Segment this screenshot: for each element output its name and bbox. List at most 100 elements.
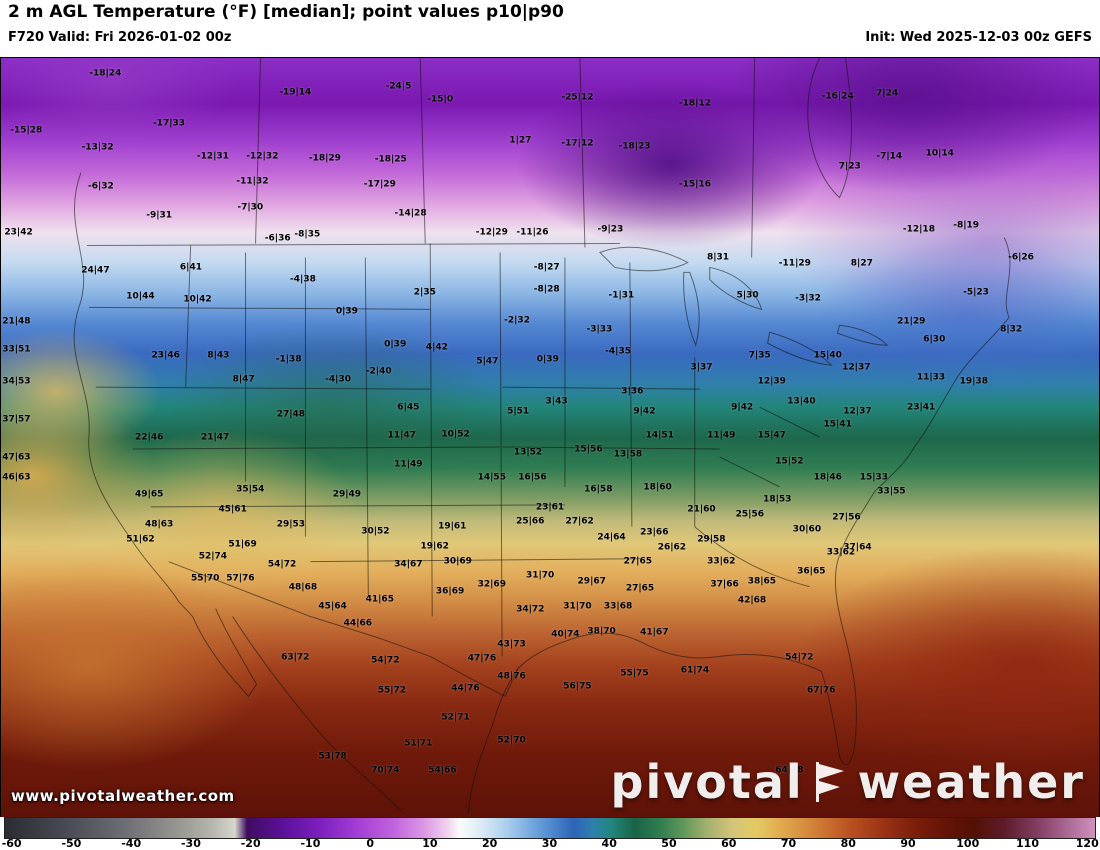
colorbar-tick-label: 120 — [1075, 837, 1099, 850]
map-title: 2 m AGL Temperature (°F) [median]; point… — [8, 2, 564, 22]
point-value: 11|49 — [394, 459, 423, 470]
point-value: 27|56 — [832, 512, 861, 523]
point-value: -17|33 — [152, 118, 186, 129]
colorbar-tick-label: -10 — [300, 837, 321, 850]
point-value: 21|60 — [687, 504, 716, 515]
point-value: 14|55 — [477, 472, 506, 483]
point-value: 37|57 — [2, 414, 31, 425]
point-value: 21|48 — [2, 316, 31, 327]
point-value: -1|38 — [275, 354, 302, 365]
valid-time-label: F720 Valid: Fri 2026-01-02 00z — [8, 30, 232, 45]
point-value: 10|42 — [183, 294, 212, 305]
point-value: 0|39 — [536, 354, 559, 365]
point-value: -14|28 — [394, 208, 427, 219]
point-value: 6|30 — [923, 334, 946, 345]
point-value: -11|26 — [516, 227, 549, 238]
point-value: 54|72 — [785, 652, 814, 663]
point-value: 13|58 — [613, 449, 643, 460]
colorbar-tick-label: -30 — [180, 837, 201, 850]
point-value: 0|39 — [335, 306, 358, 317]
point-value: -12|32 — [246, 151, 279, 162]
point-value: -8|35 — [294, 229, 321, 240]
point-value: -6|36 — [264, 233, 291, 244]
point-value: 18|53 — [763, 494, 792, 505]
point-value: -11|29 — [778, 258, 811, 269]
point-value: 15|56 — [574, 444, 603, 455]
point-value: -16|24 — [821, 91, 854, 102]
point-value: 31|70 — [525, 570, 555, 581]
point-value: 61|74 — [680, 665, 710, 676]
point-value: 8|47 — [232, 374, 255, 385]
point-value: 8|27 — [850, 258, 873, 269]
colorbar-tick-label: 90 — [900, 837, 916, 850]
point-value: -15|16 — [678, 179, 711, 190]
point-value: 51|62 — [126, 534, 155, 545]
point-value: 23|61 — [535, 502, 565, 513]
point-value: -5|23 — [963, 287, 989, 298]
colorbar-tick-label: 40 — [601, 837, 617, 850]
point-value: 44|66 — [343, 618, 373, 629]
point-value: 70|74 — [371, 765, 400, 776]
colorbar-tick-label: 60 — [721, 837, 737, 850]
point-value: 63|72 — [281, 652, 310, 663]
point-value: 12|37 — [843, 406, 872, 417]
point-value: 30|69 — [443, 556, 472, 567]
point-value: 46|63 — [2, 472, 31, 483]
colorbar-tick-label: 70 — [780, 837, 797, 850]
point-value: 48|76 — [497, 671, 526, 682]
point-value: 5|47 — [476, 356, 499, 367]
point-value: 27|65 — [623, 556, 652, 567]
point-value: 30|52 — [361, 526, 390, 537]
point-value: -13|32 — [81, 142, 114, 153]
point-value: 7|24 — [876, 88, 899, 99]
point-value: 29|49 — [332, 489, 362, 500]
point-value: 9|42 — [633, 406, 656, 417]
point-value: 12|37 — [842, 362, 871, 373]
watermark-brand: pivotal weather — [611, 755, 1085, 809]
point-value: 15|40 — [813, 350, 842, 361]
point-value: -8|19 — [953, 220, 980, 231]
point-value: -4|35 — [605, 346, 631, 357]
point-value: -12|18 — [902, 224, 935, 235]
point-value: -6|26 — [1008, 252, 1034, 263]
colorbar-tick-label: 10 — [422, 837, 438, 850]
point-value: 7|35 — [748, 350, 771, 361]
point-value: 23|66 — [640, 527, 669, 538]
point-value: 25|66 — [516, 516, 545, 527]
map-area: -18|24 -19|14 -24|5 -15|0 -25|12 -18|12 -16|24… — [0, 57, 1100, 818]
brand-word-right: weather — [857, 755, 1085, 809]
point-value: 37|64 — [843, 542, 872, 553]
point-value: -2|32 — [504, 315, 530, 326]
point-value: 23|42 — [4, 227, 33, 238]
point-value: -4|38 — [290, 274, 316, 285]
point-value: -7|30 — [237, 202, 264, 213]
point-value: 19|38 — [959, 376, 988, 387]
colorbar-tick-label: -40 — [121, 837, 142, 850]
colorbar-tick-label: -50 — [61, 837, 82, 850]
point-value: 21|47 — [200, 432, 230, 443]
point-value: 4|42 — [425, 342, 448, 353]
point-value: -17|29 — [363, 179, 396, 190]
colorbar-ticks: -60 -50 -40 -30 -20 -10 0 10 20 30 40 50 60 70 80 90 100… — [2, 837, 1099, 850]
point-value: 41|67 — [640, 627, 669, 638]
watermark-url: www.pivotalweather.com — [11, 787, 235, 805]
header: 2 m AGL Temperature (°F) [median]; point… — [0, 0, 1100, 57]
colorbar-tick-label: 110 — [1016, 837, 1039, 850]
point-value: 24|64 — [597, 532, 626, 543]
point-value: -4|30 — [325, 374, 351, 385]
temperature-fill-field — [1, 58, 1099, 817]
point-value: -18|25 — [374, 154, 407, 165]
point-value: -9|23 — [597, 224, 624, 235]
point-value: 45|64 — [318, 601, 347, 612]
point-value: 21|29 — [897, 316, 926, 327]
point-value: 24|47 — [81, 265, 110, 276]
point-value: 10|44 — [126, 291, 155, 302]
point-value: 29|58 — [697, 534, 726, 545]
point-value: 0|39 — [384, 339, 407, 350]
point-value: 15|41 — [823, 419, 852, 430]
point-value: 25|56 — [735, 509, 764, 520]
point-value: 34|53 — [2, 376, 31, 387]
point-value: 55|75 — [620, 668, 649, 679]
point-value: 3|36 — [621, 386, 644, 397]
